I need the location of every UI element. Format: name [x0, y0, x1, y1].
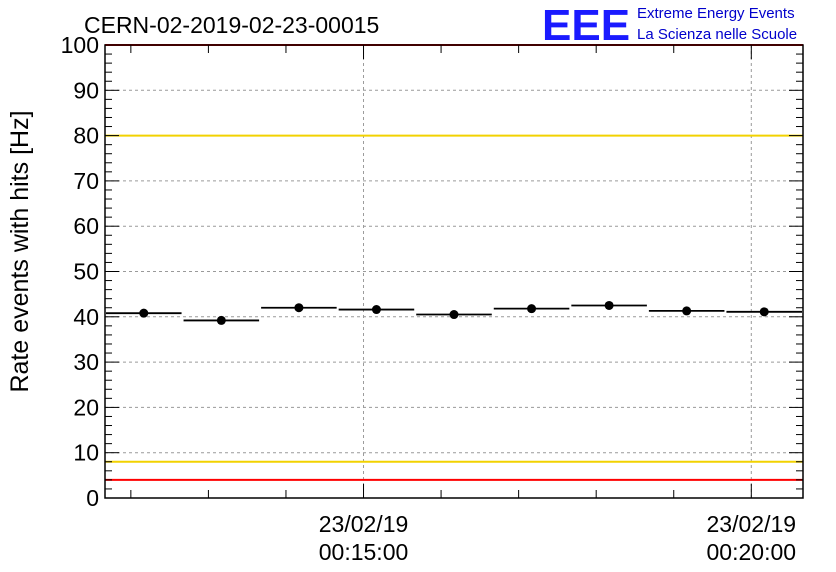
x-tick-label-time: 00:20:00: [707, 539, 797, 565]
x-tick-label-date: 23/02/19: [707, 511, 797, 537]
y-tick-label: 30: [73, 349, 99, 375]
eee-logo-mark: EEE: [542, 1, 630, 50]
eee-logo: EEE Extreme Energy Events La Scienza nel…: [542, 1, 797, 50]
data-point: [216, 315, 226, 325]
data-point: [527, 304, 537, 314]
y-tick-label: 10: [73, 440, 99, 466]
y-tick-label: 20: [73, 394, 99, 420]
run-title: CERN-02-2019-02-23-00015: [84, 12, 379, 38]
y-tick-label: 70: [73, 168, 99, 194]
y-tick-label: 60: [73, 213, 99, 239]
data-point: [371, 305, 381, 315]
grid-lines: [105, 45, 803, 498]
data-points: [106, 300, 802, 325]
y-tick-label: 100: [61, 32, 99, 58]
data-point: [139, 308, 149, 318]
y-axis-label: Rate events with hits [Hz]: [6, 110, 34, 392]
y-tick-label: 90: [73, 77, 99, 103]
y-tick-label: 50: [73, 259, 99, 285]
y-tick-labels: 0 10 20 30 40 50 60 70 80 90 100: [61, 32, 99, 511]
data-point: [682, 306, 692, 316]
eee-logo-line1: Extreme Energy Events: [637, 5, 795, 22]
data-point: [759, 307, 769, 317]
eee-logo-line2: La Scienza nelle Scuole: [637, 26, 797, 43]
data-point: [604, 300, 614, 310]
data-point: [294, 303, 304, 313]
x-tick-label-time: 00:15:00: [319, 539, 409, 565]
y-tick-label: 0: [86, 485, 99, 511]
plot-frame: [104, 44, 804, 499]
data-point: [449, 310, 459, 320]
y-tick-label: 40: [73, 304, 99, 330]
x-tick-label-date: 23/02/19: [319, 511, 409, 537]
y-tick-label: 80: [73, 123, 99, 149]
reference-lines: [105, 44, 803, 481]
